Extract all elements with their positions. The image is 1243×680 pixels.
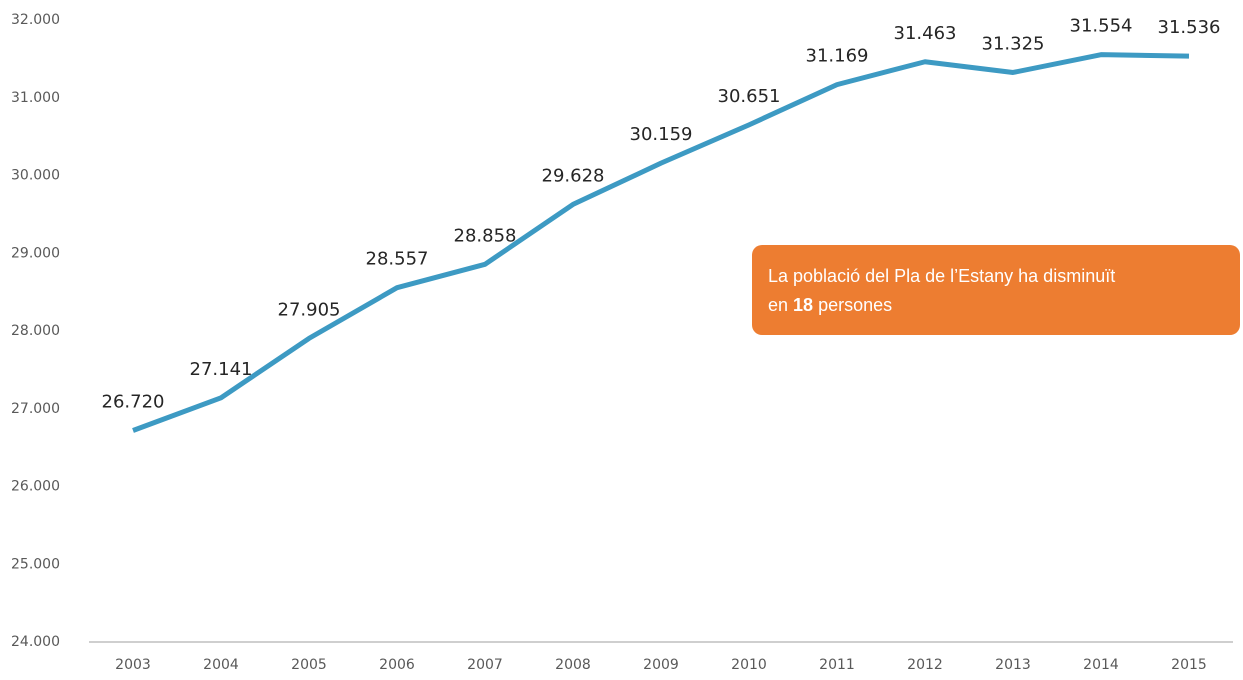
data-label: 28.858 — [454, 225, 517, 246]
y-tick-label: 25.000 — [11, 556, 60, 572]
x-tick-label: 2015 — [1171, 657, 1207, 673]
x-tick-label: 2006 — [379, 657, 415, 673]
data-label: 29.628 — [542, 165, 605, 186]
y-tick-label: 29.000 — [11, 245, 60, 261]
y-tick-label: 30.000 — [11, 168, 60, 184]
x-tick-label: 2009 — [643, 657, 679, 673]
data-label: 30.651 — [718, 86, 781, 107]
y-tick-label: 32.000 — [11, 12, 60, 28]
data-label: 30.159 — [630, 124, 693, 145]
data-label: 27.141 — [190, 359, 253, 380]
y-tick-label: 26.000 — [11, 479, 60, 495]
data-label: 27.905 — [278, 299, 341, 320]
x-tick-label: 2012 — [907, 657, 943, 673]
data-label: 26.720 — [102, 392, 165, 413]
y-tick-label: 31.000 — [11, 90, 60, 106]
x-tick-label: 2007 — [467, 657, 503, 673]
annotation-text: persones — [818, 295, 892, 315]
data-label: 28.557 — [366, 249, 429, 270]
line — [132, 52, 1190, 433]
y-tick-label: 24.000 — [11, 634, 60, 650]
y-tick-label: 27.000 — [11, 401, 60, 417]
annotation-bold: 18 — [793, 295, 813, 315]
x-tick-label: 2003 — [115, 657, 151, 673]
data-label: 31.325 — [982, 33, 1045, 54]
x-tick-label: 2010 — [731, 657, 767, 673]
data-label: 31.536 — [1158, 17, 1221, 38]
x-tick-label: 2011 — [819, 657, 855, 673]
x-tick-label: 2005 — [291, 657, 327, 673]
x-tick-label: 2004 — [203, 657, 239, 673]
annotation-line: en 18 persones — [768, 295, 892, 315]
annotation-text: en — [768, 295, 788, 315]
x-tick-label: 2013 — [995, 657, 1031, 673]
y-tick-label: 28.000 — [11, 323, 60, 339]
annotation-line: La població del Pla de l’Estany ha dismi… — [768, 266, 1115, 286]
data-label: 31.554 — [1070, 16, 1133, 37]
x-tick-label: 2008 — [555, 657, 591, 673]
annotation-box — [752, 245, 1240, 335]
data-label: 31.463 — [894, 23, 957, 44]
x-tick-label: 2014 — [1083, 657, 1119, 673]
data-label: 31.169 — [806, 46, 869, 67]
